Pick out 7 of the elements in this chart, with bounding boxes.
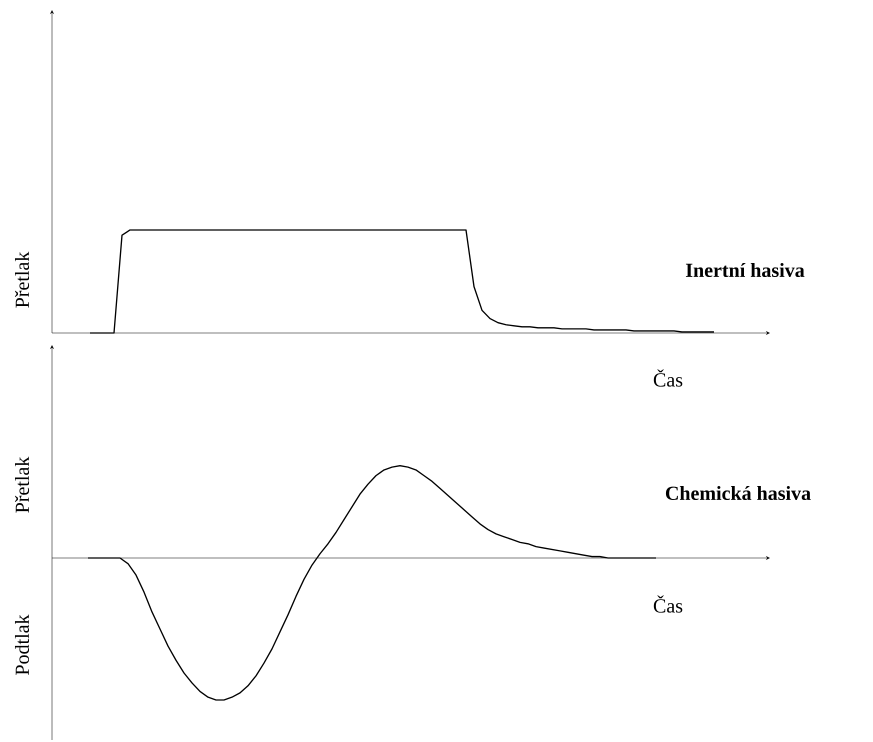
x-axis-title: Čas	[654, 369, 682, 387]
y-axis-title: Přetlak	[14, 252, 30, 308]
text: Chemická hasiva	[666, 486, 811, 500]
x-axis-title: Čas	[654, 595, 682, 613]
text: Inertní hasiva	[686, 262, 804, 278]
text: Podtlak	[14, 614, 30, 675]
y-axis-title: Přetlak	[14, 456, 30, 513]
